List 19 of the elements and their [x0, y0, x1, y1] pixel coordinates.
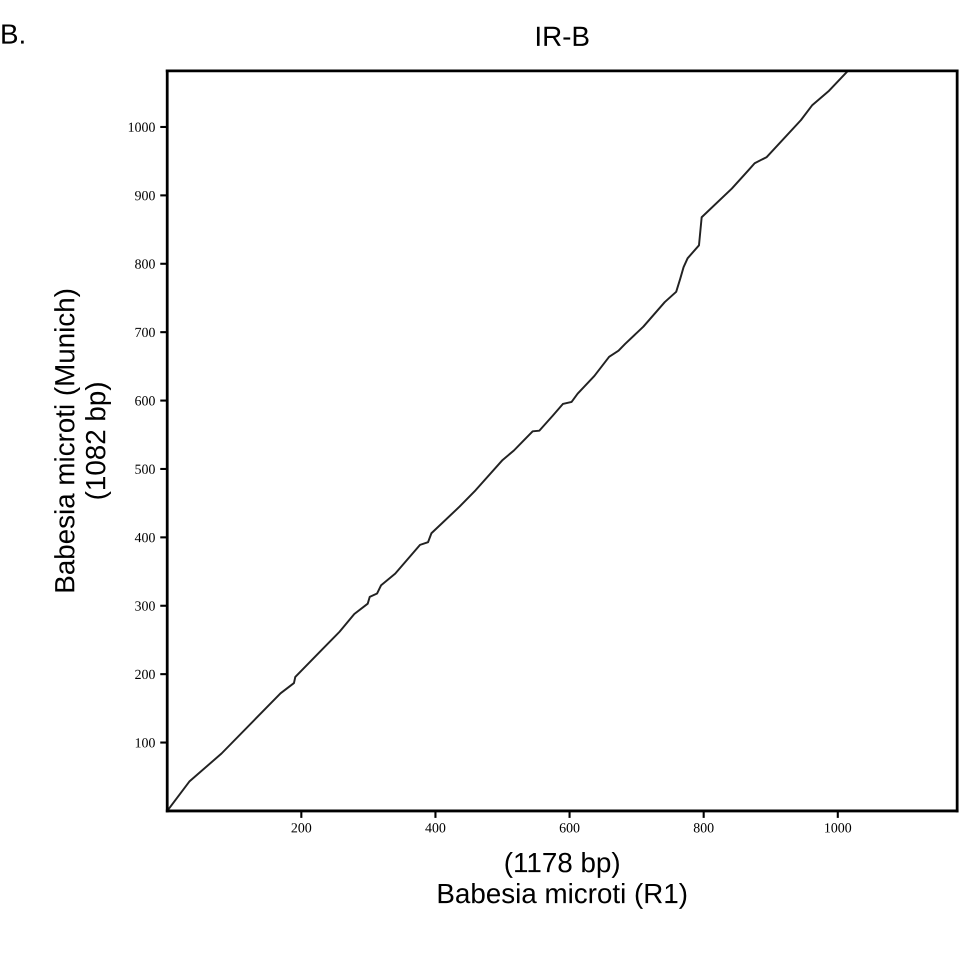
y-tick-label: 600: [135, 396, 155, 406]
chart-title: IR-B: [536, 26, 588, 46]
y-tick-label: 900: [135, 190, 155, 200]
x-tick-label: 800: [694, 823, 714, 833]
y-tick-label: 100: [136, 738, 155, 748]
y-tick-label: 1000: [128, 122, 155, 132]
y-tick-label: 700: [135, 328, 155, 338]
x-tick-label: 600: [560, 823, 580, 833]
y-tick-label: 800: [135, 259, 155, 269]
x-tick-label: 1000: [825, 823, 852, 833]
x-tick-label: 400: [425, 823, 446, 833]
x-axis-title: (1178 bp) Babesia microti (R1): [438, 852, 686, 909]
text: B.: [2, 24, 24, 44]
y-tick-label: 200: [135, 670, 155, 680]
y-tick-label: 300: [135, 601, 155, 611]
x-tick-label: 200: [292, 823, 312, 833]
y-axis-title: Babesia microti (Munich) (1082 bp): [54, 290, 111, 592]
y-tick-label: 500: [135, 464, 155, 474]
y-tick-label: 400: [134, 532, 155, 542]
